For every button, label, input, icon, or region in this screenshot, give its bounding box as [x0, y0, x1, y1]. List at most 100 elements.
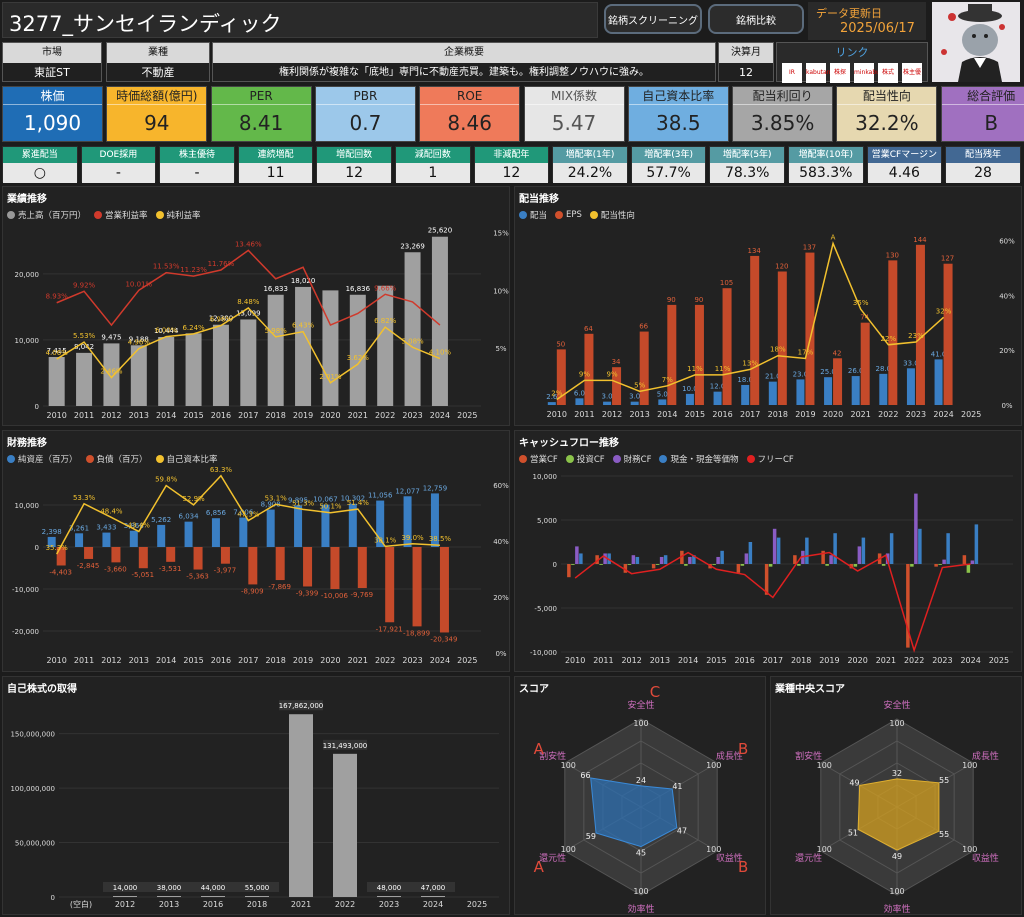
x-tick: 2018	[247, 900, 267, 909]
legend-label: 財務CF	[623, 455, 652, 465]
net-margin-label: 5.98%	[265, 327, 288, 335]
equity-ratio-label: 38.5%	[429, 535, 452, 543]
cash-cf-bar	[607, 553, 611, 564]
stat-value: 57.7%	[631, 163, 706, 183]
net-margin-label: 8.48%	[237, 298, 260, 306]
dividend-label: 25.0	[820, 368, 836, 376]
x-tick: 2019	[293, 411, 313, 420]
fin-cf-bar	[914, 493, 918, 564]
op-margin-label: 13.46%	[235, 240, 262, 248]
dividend-bar	[658, 399, 667, 405]
link-icon[interactable]: 株探	[830, 63, 850, 83]
x-tick: 2024	[430, 656, 450, 665]
sales-label: 8,042	[74, 343, 94, 351]
sales-bar	[158, 336, 175, 406]
net-margin-label: 3.62%	[347, 354, 370, 362]
legend-item: 現金・現金等価物	[659, 453, 739, 465]
eps-bar	[833, 358, 843, 405]
page-title: 3277_サンセイランディック	[2, 2, 598, 38]
dividend-bar	[906, 368, 915, 405]
op-cf-bar	[623, 564, 628, 573]
link-icon[interactable]: IR BANK	[782, 63, 802, 96]
equity-ratio-label: 47.3%	[237, 511, 260, 519]
equity-bar	[157, 524, 166, 547]
buyback-label: 14,000	[113, 884, 138, 892]
x-tick: 2020	[320, 656, 340, 665]
x-tick: 2022	[335, 900, 355, 909]
link-icon[interactable]: kabutan	[806, 63, 831, 83]
eps-bar	[860, 322, 870, 405]
equity-ratio-label: 63.3%	[210, 466, 233, 474]
x-tick: 2017	[763, 656, 783, 665]
inv-cf-bar	[881, 564, 886, 566]
equity-label: 10,302	[341, 495, 366, 503]
equity-label: 6,034	[179, 513, 200, 521]
link-icon[interactable]: 株式	[878, 63, 898, 83]
eps-label: 66	[639, 323, 648, 331]
equity-label: 11,056	[368, 492, 393, 500]
debt-bar	[56, 547, 66, 566]
buyback-label: 55,000	[245, 884, 270, 892]
cash-cf-bar	[692, 555, 696, 564]
x-tick: 2023	[906, 410, 926, 419]
legend-label: 負債（百万）	[96, 455, 148, 465]
legend-label: 売上高（百万円）	[18, 211, 87, 221]
stat-value: 1	[396, 163, 470, 183]
legend-label: 現金・現金等価物	[670, 455, 739, 465]
buyback-bar	[421, 896, 445, 897]
x-tick: 2025	[989, 656, 1009, 665]
y2-tick: 0%	[1001, 402, 1012, 410]
equity-bar	[376, 500, 385, 547]
fin-cf-bar	[575, 546, 579, 564]
net-margin-label: 5.53%	[73, 332, 96, 340]
y-tick: 100,000,000	[10, 785, 55, 793]
radar-value-label: 59	[586, 832, 596, 841]
x-tick: 2018	[266, 411, 286, 420]
radar-grade-label: B	[738, 858, 748, 876]
debt-bar	[357, 547, 367, 589]
x-tick: 2014	[678, 656, 698, 665]
stat-value: 78.3%	[710, 163, 784, 183]
screening-button[interactable]: 銘柄スクリーニング	[604, 4, 702, 34]
cash-cf-bar	[946, 533, 950, 564]
equity-bar	[348, 503, 357, 547]
fin-cf-bar	[829, 555, 833, 564]
equity-ratio-label: 35.3%	[46, 544, 69, 552]
x-tick: 2012	[101, 411, 121, 420]
link-icon[interactable]: 株主優待	[902, 63, 922, 96]
x-tick: 2015	[183, 411, 203, 420]
dividend-label: 18.0	[737, 376, 753, 384]
equity-bar	[47, 536, 56, 547]
equity-label: 9,895	[288, 496, 308, 504]
equity-ratio-label: 53.1%	[265, 494, 288, 502]
payout-label: 35%	[853, 299, 869, 307]
kpi-label: ROE	[420, 87, 520, 105]
equity-ratio-label: 50.1%	[319, 503, 342, 511]
payout-label: 7%	[662, 376, 673, 384]
dividend-label: 10.0	[682, 385, 698, 393]
y2-tick: 60%	[493, 482, 509, 490]
cash-cf-bar	[776, 537, 781, 564]
radar-value-label: 66	[580, 771, 590, 780]
dividend-label: 6.0	[574, 389, 585, 397]
eps-bar	[639, 331, 649, 405]
link-icon[interactable]: minkabu	[854, 63, 880, 83]
buyback-label-bg	[103, 882, 147, 892]
x-tick: 2022	[375, 656, 395, 665]
stat-label: 増配回数	[317, 147, 391, 163]
stat-label: 増配率(3年)	[631, 147, 706, 163]
x-tick: 2018	[791, 656, 811, 665]
fin-cf-bar	[631, 555, 636, 564]
radar-max-label: 100	[561, 761, 576, 770]
legend-label: EPS	[566, 210, 582, 220]
compare-button[interactable]: 銘柄比較	[708, 4, 804, 34]
radar-grade-label: B	[738, 740, 748, 758]
x-tick: 2025	[961, 410, 981, 419]
industry-score-panel: 業種中央スコア 安全性 100 32 成長性 100 55 収益性 100 55 効率性 100 49…	[770, 676, 1022, 915]
dividend-label: 3.0	[629, 393, 640, 401]
debt-label: -3,660	[104, 565, 127, 573]
x-tick: 2015	[183, 656, 203, 665]
debt-label: -10,006	[321, 592, 349, 600]
dividend-label: 26.0	[848, 367, 864, 375]
kpi-card: 株価 1,090	[2, 86, 103, 142]
